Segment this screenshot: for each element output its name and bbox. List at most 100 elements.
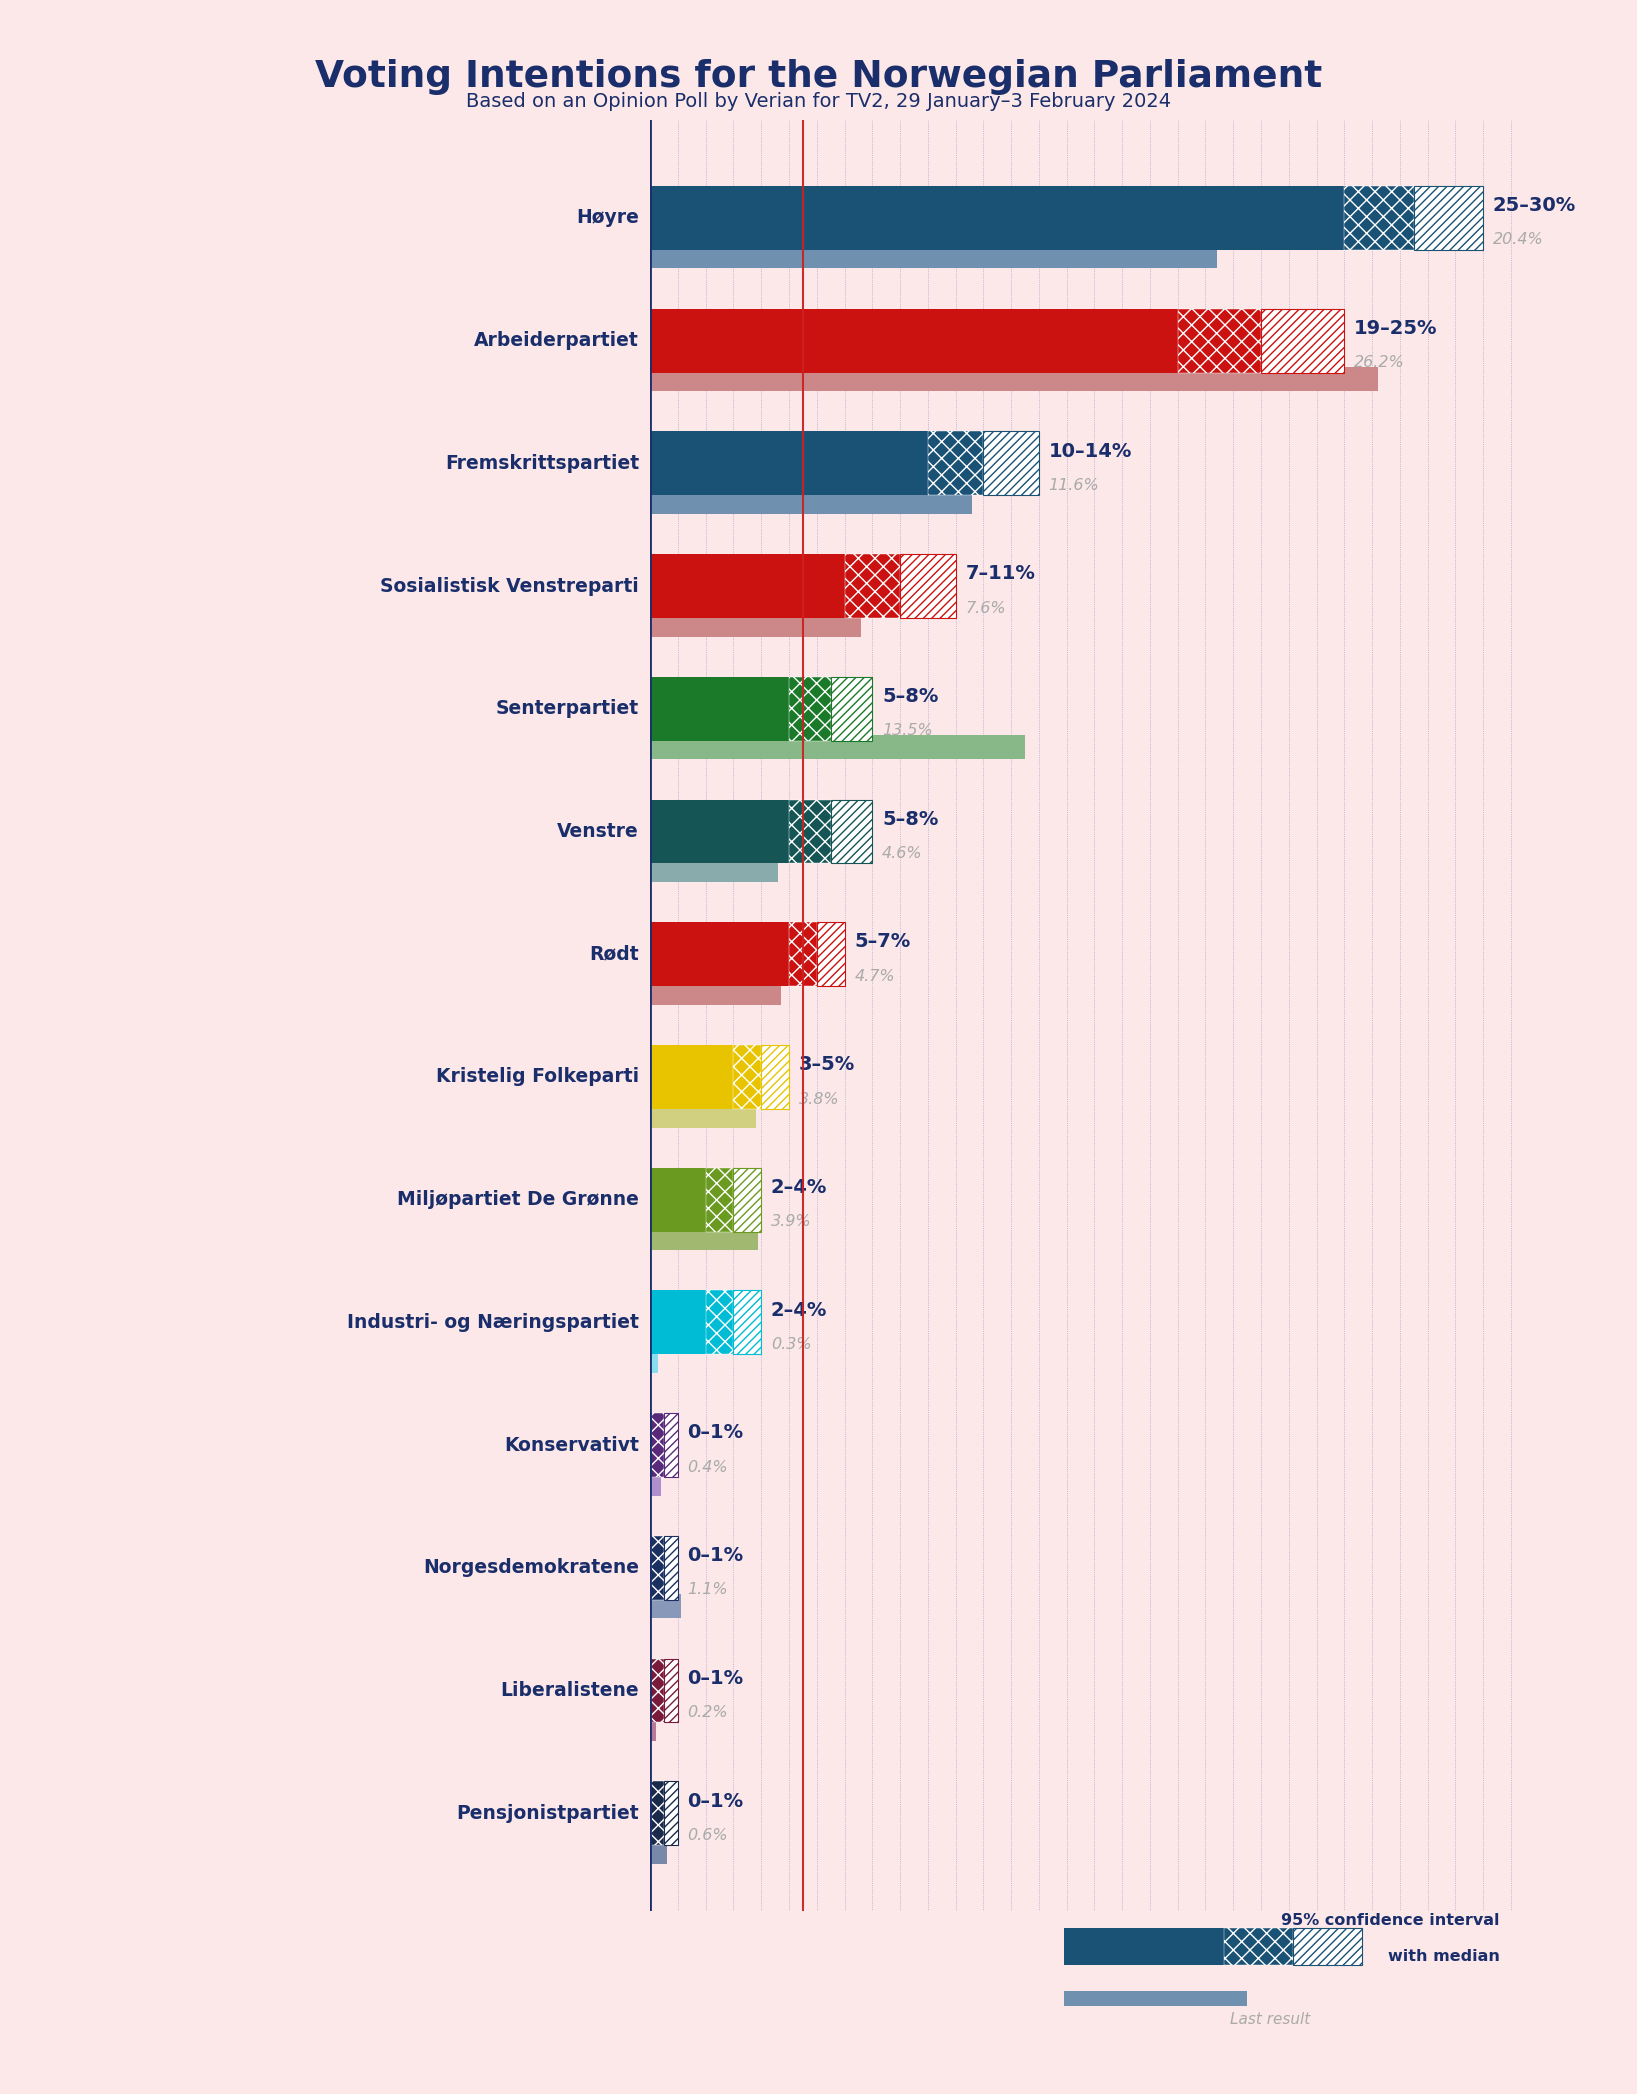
Bar xyxy=(650,980,781,1005)
Bar xyxy=(650,1782,665,1845)
Bar xyxy=(650,921,789,986)
Text: 5–8%: 5–8% xyxy=(882,687,938,706)
Text: 2–4%: 2–4% xyxy=(771,1300,827,1319)
Text: Fremskrittspartiet: Fremskrittspartiet xyxy=(445,454,638,473)
Text: Pensjonistpartiet: Pensjonistpartiet xyxy=(457,1803,638,1822)
Text: 0.6%: 0.6% xyxy=(688,1828,728,1843)
Bar xyxy=(665,1782,678,1845)
Bar xyxy=(650,1225,758,1250)
Text: 0–1%: 0–1% xyxy=(688,1792,743,1811)
Bar xyxy=(650,1168,706,1231)
Bar xyxy=(650,1290,706,1355)
Bar xyxy=(665,1413,678,1476)
Text: 95% confidence interval: 95% confidence interval xyxy=(1282,1912,1499,1929)
Text: Venstre: Venstre xyxy=(557,823,638,842)
Text: 0–1%: 0–1% xyxy=(688,1669,743,1688)
Bar xyxy=(650,735,1025,760)
Bar xyxy=(665,1658,678,1723)
Text: Based on an Opinion Poll by Verian for TV2, 29 January–3 February 2024: Based on an Opinion Poll by Verian for T… xyxy=(467,92,1170,111)
Text: 3–5%: 3–5% xyxy=(799,1055,855,1074)
Bar xyxy=(845,555,900,618)
Text: Høyre: Høyre xyxy=(576,209,638,228)
Bar xyxy=(650,308,1177,373)
Bar xyxy=(650,1658,665,1723)
Text: Sosialistisk Venstreparti: Sosialistisk Venstreparti xyxy=(380,576,638,595)
Bar xyxy=(650,676,789,741)
Bar xyxy=(650,1349,658,1374)
Text: 4.6%: 4.6% xyxy=(882,846,923,861)
Bar xyxy=(1293,1929,1362,1964)
Text: 20.4%: 20.4% xyxy=(1493,232,1544,247)
Bar xyxy=(817,921,845,986)
Bar xyxy=(706,1168,733,1231)
Bar xyxy=(650,1104,756,1127)
Bar xyxy=(650,366,1378,392)
Text: 0–1%: 0–1% xyxy=(688,1545,743,1564)
Text: Industri- og Næringspartiet: Industri- og Næringspartiet xyxy=(347,1313,638,1332)
Bar xyxy=(761,1045,789,1110)
Bar xyxy=(928,431,984,496)
Text: 1.1%: 1.1% xyxy=(688,1583,728,1598)
Bar xyxy=(1224,1929,1293,1964)
Bar xyxy=(650,1717,656,1740)
Bar xyxy=(984,431,1039,496)
Bar xyxy=(650,186,1344,249)
Text: Norgesdemokratene: Norgesdemokratene xyxy=(422,1558,638,1577)
Text: 7.6%: 7.6% xyxy=(966,601,1005,616)
Bar xyxy=(1064,1991,1247,2006)
Text: Senterpartiet: Senterpartiet xyxy=(496,699,638,718)
Text: 3.8%: 3.8% xyxy=(799,1091,840,1106)
Bar xyxy=(789,676,830,741)
Bar xyxy=(733,1045,761,1110)
Text: Konservativt: Konservativt xyxy=(504,1436,638,1455)
Bar xyxy=(650,1594,681,1619)
Bar xyxy=(665,1535,678,1600)
Text: 10–14%: 10–14% xyxy=(1049,442,1131,461)
Bar xyxy=(650,243,1216,268)
Text: 2–4%: 2–4% xyxy=(771,1179,827,1198)
Text: 4.7%: 4.7% xyxy=(855,970,895,984)
Bar xyxy=(650,490,972,513)
Text: Rødt: Rødt xyxy=(589,944,638,963)
Bar xyxy=(733,1290,761,1355)
Bar xyxy=(1344,186,1414,249)
Text: Last result: Last result xyxy=(1229,2012,1311,2027)
Bar xyxy=(650,1535,665,1600)
Bar xyxy=(789,921,817,986)
Bar xyxy=(733,1168,761,1231)
Bar xyxy=(650,611,861,637)
Text: Kristelig Folkeparti: Kristelig Folkeparti xyxy=(435,1068,638,1087)
Bar xyxy=(706,1290,733,1355)
Text: 19–25%: 19–25% xyxy=(1354,318,1437,337)
Bar xyxy=(830,800,873,863)
Bar xyxy=(650,1472,661,1495)
Text: 5–8%: 5–8% xyxy=(882,810,938,829)
Bar xyxy=(650,555,845,618)
Bar xyxy=(1177,308,1260,373)
Text: Voting Intentions for the Norwegian Parliament: Voting Intentions for the Norwegian Parl… xyxy=(314,59,1323,94)
Text: 0–1%: 0–1% xyxy=(688,1424,743,1443)
Text: Liberalistene: Liberalistene xyxy=(501,1681,638,1700)
Bar xyxy=(830,676,873,741)
Bar xyxy=(789,800,830,863)
Text: 13.5%: 13.5% xyxy=(882,722,933,739)
Bar xyxy=(650,800,789,863)
Text: Miljøpartiet De Grønne: Miljøpartiet De Grønne xyxy=(398,1189,638,1208)
Text: 5–7%: 5–7% xyxy=(855,932,910,951)
Text: 3.9%: 3.9% xyxy=(771,1215,812,1229)
Text: with median: with median xyxy=(1388,1950,1499,1964)
Text: 7–11%: 7–11% xyxy=(966,563,1035,584)
Text: Arbeiderpartiet: Arbeiderpartiet xyxy=(475,331,638,350)
Text: 11.6%: 11.6% xyxy=(1049,477,1100,492)
Bar xyxy=(900,555,956,618)
Text: 0.4%: 0.4% xyxy=(688,1460,728,1474)
Bar xyxy=(1414,186,1483,249)
Bar xyxy=(650,1413,665,1476)
Bar xyxy=(650,1839,666,1864)
Bar xyxy=(650,1045,733,1110)
Bar xyxy=(650,431,928,496)
Bar xyxy=(1260,308,1344,373)
Bar xyxy=(650,859,778,882)
Text: 26.2%: 26.2% xyxy=(1354,356,1405,371)
Text: 25–30%: 25–30% xyxy=(1493,197,1576,216)
